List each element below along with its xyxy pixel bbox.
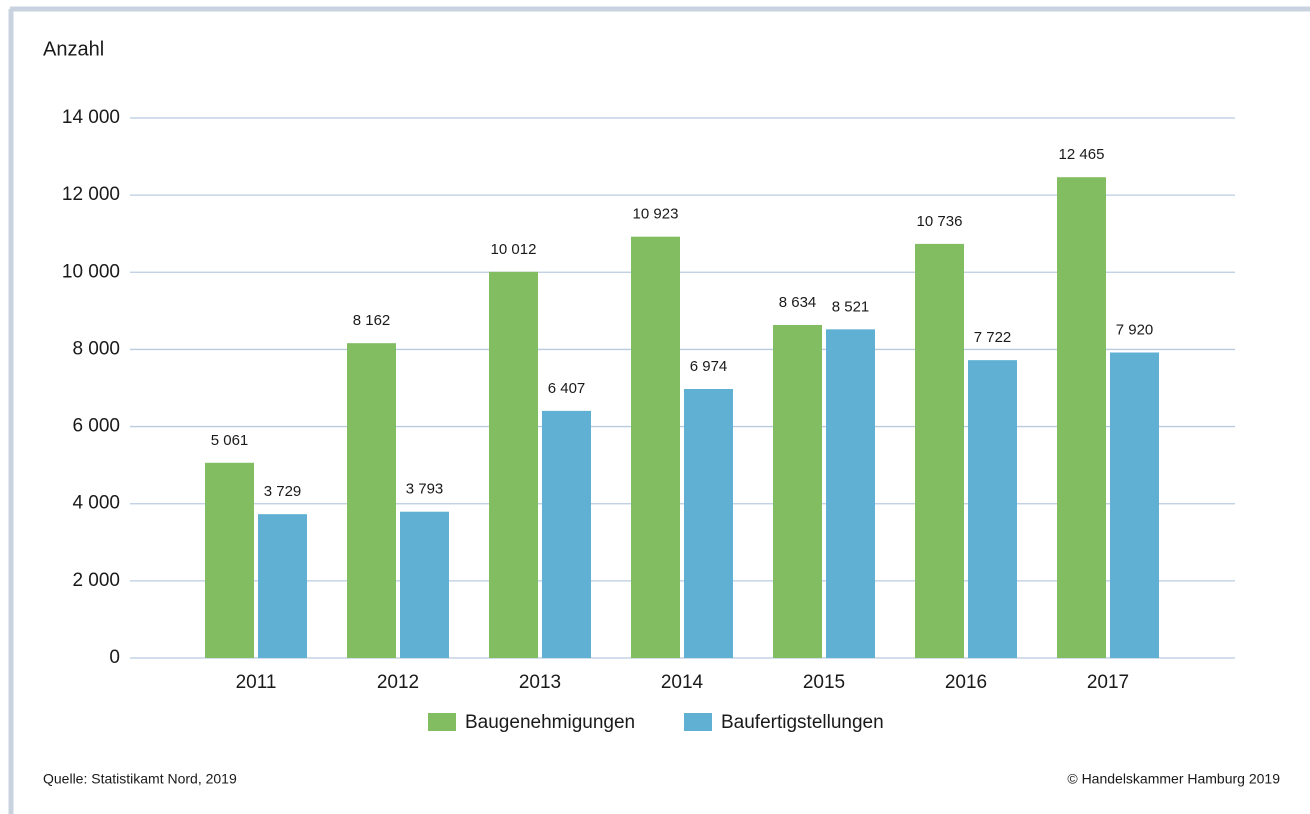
y-tick-label: 6 000 bbox=[72, 416, 120, 437]
value-label: 6 407 bbox=[548, 380, 586, 397]
chart-title: Anzahl bbox=[43, 38, 104, 60]
x-tick-label: 2017 bbox=[1087, 672, 1129, 693]
value-label: 8 634 bbox=[779, 294, 817, 311]
y-tick-label: 14 000 bbox=[62, 107, 120, 128]
legend-swatch bbox=[684, 713, 712, 731]
bar bbox=[489, 271, 538, 658]
x-tick-label: 2016 bbox=[945, 672, 987, 693]
bar bbox=[631, 236, 680, 659]
x-tick-label: 2011 bbox=[236, 672, 277, 693]
bar bbox=[773, 324, 822, 658]
y-tick-label: 4 000 bbox=[72, 493, 120, 514]
y-tick-label: 10 000 bbox=[62, 261, 120, 282]
bar bbox=[400, 511, 449, 658]
bar bbox=[915, 243, 964, 658]
bar bbox=[1057, 177, 1106, 658]
bar bbox=[347, 343, 396, 658]
x-tick-label: 2012 bbox=[377, 672, 419, 693]
legend-label: Baufertigstellungen bbox=[721, 712, 884, 733]
copyright: © Handelskammer Hamburg 2019 bbox=[1067, 771, 1280, 787]
x-tick-label: 2013 bbox=[519, 672, 561, 693]
legend-swatch bbox=[428, 713, 456, 731]
bar bbox=[542, 410, 591, 658]
y-tick-label: 12 000 bbox=[62, 184, 120, 205]
value-label: 10 736 bbox=[917, 213, 963, 230]
value-label: 10 012 bbox=[491, 241, 537, 258]
value-label: 7 722 bbox=[974, 329, 1012, 346]
value-label: 7 920 bbox=[1116, 321, 1154, 338]
bar bbox=[826, 329, 875, 658]
value-label: 8 521 bbox=[832, 298, 870, 315]
value-label: 3 793 bbox=[406, 481, 444, 498]
legend-label: Baugenehmigungen bbox=[465, 712, 635, 733]
value-label: 12 465 bbox=[1059, 146, 1105, 163]
bar bbox=[684, 389, 733, 658]
value-label: 5 061 bbox=[211, 432, 249, 449]
value-label: 6 974 bbox=[690, 358, 728, 375]
y-tick-label: 2 000 bbox=[72, 570, 120, 591]
value-label: 3 729 bbox=[264, 483, 302, 500]
source: Quelle: Statistikamt Nord, 2019 bbox=[43, 771, 237, 787]
bar bbox=[205, 462, 254, 658]
x-tick-label: 2015 bbox=[803, 672, 845, 693]
bar bbox=[1110, 352, 1159, 658]
y-tick-label: 0 bbox=[109, 647, 120, 668]
x-tick-label: 2014 bbox=[661, 672, 704, 693]
bar bbox=[968, 360, 1017, 658]
value-label: 10 923 bbox=[633, 206, 679, 223]
y-tick-label: 8 000 bbox=[72, 338, 120, 359]
bar bbox=[258, 514, 307, 658]
value-label: 8 162 bbox=[353, 312, 391, 329]
